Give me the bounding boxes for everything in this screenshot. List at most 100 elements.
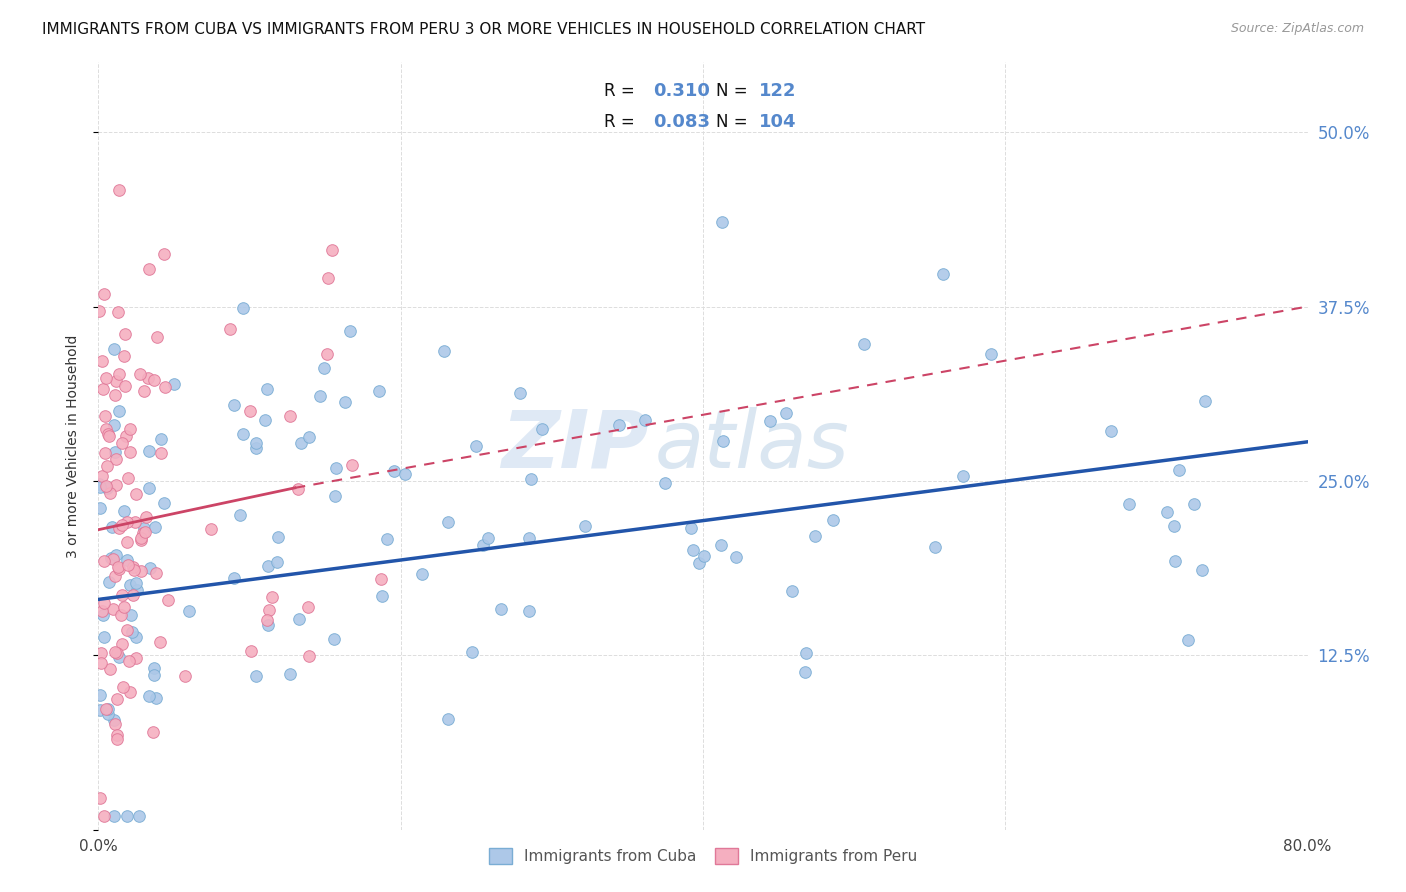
Point: [804, 529, 827, 543]
Point: [146, 330, 169, 344]
Point: [1177, 633, 1199, 648]
Point: [1118, 497, 1140, 511]
Point: [200, 522, 222, 536]
Point: [952, 469, 974, 483]
Point: [821, 513, 844, 527]
Point: [122, 588, 145, 602]
Point: [153, 379, 176, 393]
Point: [932, 267, 955, 281]
Point: [96, 481, 118, 495]
Point: [89, 303, 111, 318]
Point: [103, 417, 125, 432]
Point: [1164, 554, 1187, 568]
Point: [89, 791, 111, 805]
Point: [132, 521, 155, 535]
Point: [100, 551, 122, 566]
Y-axis label: 3 or more Vehicles in Household: 3 or more Vehicles in Household: [66, 334, 80, 558]
Point: [218, 322, 240, 336]
Point: [174, 669, 197, 683]
Point: [1156, 505, 1178, 519]
Text: R =: R =: [605, 82, 640, 101]
Point: [111, 436, 134, 450]
Point: [298, 430, 321, 444]
Point: [759, 414, 782, 428]
Point: [340, 458, 363, 472]
Point: [89, 703, 111, 717]
Point: [100, 662, 122, 676]
Point: [609, 417, 631, 432]
Point: [321, 243, 343, 257]
Point: [477, 531, 499, 545]
Point: [118, 422, 141, 436]
Point: [107, 560, 129, 574]
Point: [509, 386, 531, 401]
Point: [97, 702, 120, 716]
Point: [118, 445, 141, 459]
Point: [112, 599, 135, 614]
Point: [682, 543, 704, 558]
Point: [121, 559, 143, 574]
Point: [93, 631, 115, 645]
Point: [90, 354, 112, 368]
Point: [125, 630, 148, 644]
Point: [145, 566, 167, 581]
Point: [117, 534, 139, 549]
Point: [143, 660, 166, 674]
Point: [107, 562, 129, 576]
Point: [125, 575, 148, 590]
Point: [124, 516, 146, 530]
Point: [229, 508, 252, 523]
Point: [107, 403, 129, 417]
Point: [139, 561, 162, 575]
Point: [111, 637, 134, 651]
Point: [121, 624, 143, 639]
Point: [437, 712, 460, 726]
Point: [143, 373, 166, 387]
Text: N =: N =: [716, 113, 752, 131]
Point: [688, 556, 710, 570]
Point: [91, 469, 114, 483]
Point: [114, 326, 136, 341]
Point: [517, 604, 540, 618]
Point: [256, 613, 278, 627]
Point: [105, 374, 128, 388]
Point: [370, 589, 392, 603]
Point: [108, 184, 131, 198]
Point: [138, 689, 160, 703]
Point: [1194, 393, 1216, 408]
Point: [333, 395, 356, 409]
Point: [97, 426, 120, 441]
Point: [530, 422, 553, 436]
Point: [107, 521, 129, 535]
Point: [149, 433, 172, 447]
Point: [112, 680, 135, 694]
Point: [711, 215, 734, 229]
Point: [1182, 497, 1205, 511]
Point: [290, 436, 312, 450]
Point: [316, 271, 339, 285]
Point: [104, 387, 127, 401]
Point: [129, 533, 152, 548]
Point: [94, 446, 117, 460]
Text: R =: R =: [605, 113, 640, 131]
Point: [105, 732, 128, 747]
Point: [128, 808, 150, 822]
Text: ZIP: ZIP: [501, 407, 648, 485]
Point: [105, 548, 128, 562]
Point: [257, 603, 280, 617]
Point: [105, 727, 128, 741]
Point: [90, 647, 112, 661]
Point: [129, 531, 152, 545]
Point: [278, 409, 301, 423]
Point: [489, 602, 512, 616]
Point: [177, 605, 200, 619]
Point: [775, 406, 797, 420]
Point: [89, 501, 111, 516]
Point: [103, 602, 125, 616]
Point: [132, 525, 155, 540]
Text: IMMIGRANTS FROM CUBA VS IMMIGRANTS FROM PERU 3 OR MORE VEHICLES IN HOUSEHOLD COR: IMMIGRANTS FROM CUBA VS IMMIGRANTS FROM …: [42, 22, 925, 37]
Point: [298, 648, 321, 663]
Point: [679, 521, 702, 535]
Point: [142, 724, 165, 739]
Point: [125, 487, 148, 501]
